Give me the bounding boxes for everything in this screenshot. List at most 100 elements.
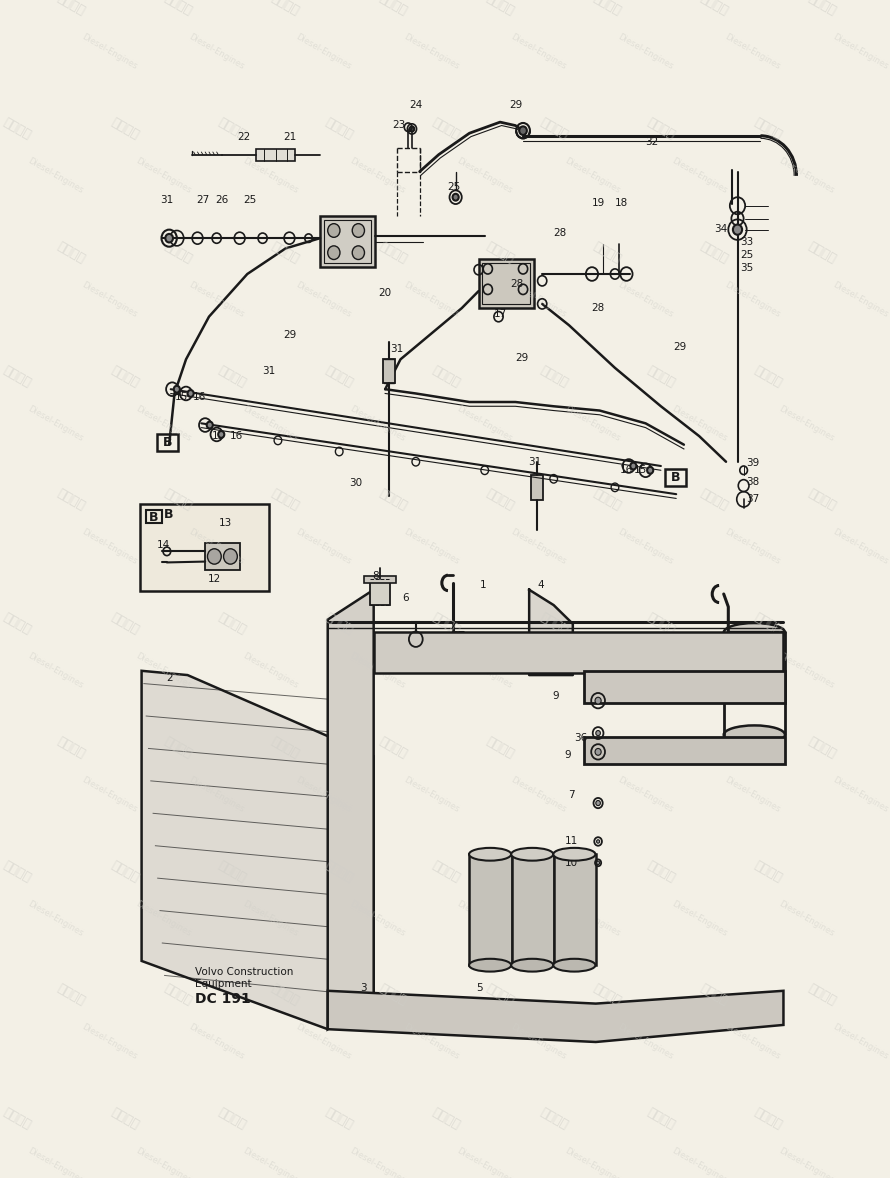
Text: 30: 30	[350, 478, 362, 488]
Text: Diesel-Engines: Diesel-Engines	[509, 775, 568, 814]
Text: 9: 9	[553, 691, 559, 701]
Bar	[585, 736, 785, 763]
Text: 柴发动力: 柴发动力	[162, 0, 195, 19]
Text: 4: 4	[538, 581, 544, 590]
Text: 柴发动力: 柴发动力	[323, 610, 355, 637]
Circle shape	[188, 390, 194, 397]
Circle shape	[630, 463, 636, 469]
Text: Diesel-Engines: Diesel-Engines	[348, 404, 407, 443]
Text: Diesel-Engines: Diesel-Engines	[724, 280, 782, 319]
Text: 29: 29	[283, 331, 296, 340]
Text: 柴发动力: 柴发动力	[270, 487, 302, 514]
Text: 柴发动力: 柴发动力	[323, 1106, 355, 1132]
Text: 柴发动力: 柴发动力	[484, 982, 516, 1008]
Text: 柴发动力: 柴发动力	[484, 734, 516, 761]
Polygon shape	[328, 590, 374, 1030]
Text: 31: 31	[528, 457, 541, 466]
Text: Diesel-Engines: Diesel-Engines	[777, 157, 836, 196]
Text: Diesel-Engines: Diesel-Engines	[724, 33, 782, 72]
Text: Diesel-Engines: Diesel-Engines	[80, 775, 139, 814]
Text: Diesel-Engines: Diesel-Engines	[348, 651, 407, 690]
Text: 15: 15	[634, 465, 647, 475]
Text: 柴发动力: 柴发动力	[215, 363, 248, 390]
Text: 3: 3	[360, 984, 367, 993]
Text: 柴发动力: 柴发动力	[538, 859, 570, 885]
Text: Diesel-Engines: Diesel-Engines	[134, 1146, 192, 1178]
Text: Diesel-Engines: Diesel-Engines	[616, 33, 675, 72]
Text: Diesel-Engines: Diesel-Engines	[777, 651, 836, 690]
Ellipse shape	[554, 848, 595, 861]
Bar	[383, 359, 395, 383]
Circle shape	[218, 431, 224, 438]
Text: Diesel-Engines: Diesel-Engines	[616, 280, 675, 319]
Text: 柴发动力: 柴发动力	[805, 982, 838, 1008]
Text: 柴发动力: 柴发动力	[752, 115, 784, 143]
Text: 柴发动力: 柴发动力	[55, 982, 87, 1008]
Text: Diesel-Engines: Diesel-Engines	[134, 404, 192, 443]
Bar	[585, 670, 785, 703]
Text: 26: 26	[215, 194, 229, 205]
Text: Diesel-Engines: Diesel-Engines	[830, 775, 889, 814]
Text: 柴发动力: 柴发动力	[162, 734, 195, 761]
Text: 柴发动力: 柴发动力	[215, 859, 248, 885]
Text: Diesel-Engines: Diesel-Engines	[241, 899, 300, 938]
Text: 柴发动力: 柴发动力	[591, 982, 624, 1008]
Text: 柴发动力: 柴发动力	[430, 115, 463, 143]
Text: 柴发动力: 柴发动力	[752, 610, 784, 637]
Text: Diesel-Engines: Diesel-Engines	[27, 651, 85, 690]
Text: 柴发动力: 柴发动力	[109, 115, 141, 143]
Circle shape	[647, 466, 653, 474]
Text: 31: 31	[263, 366, 275, 376]
Text: 16: 16	[619, 465, 633, 475]
Text: Diesel-Engines: Diesel-Engines	[616, 528, 675, 567]
Text: 柴发动力: 柴发动力	[805, 239, 838, 266]
Text: Diesel-Engines: Diesel-Engines	[724, 1023, 782, 1061]
Text: Diesel-Engines: Diesel-Engines	[724, 775, 782, 814]
Text: Diesel-Engines: Diesel-Engines	[562, 157, 621, 196]
Text: 柴发动力: 柴发动力	[1, 1106, 34, 1132]
Bar	[374, 633, 783, 674]
Circle shape	[166, 234, 173, 243]
Text: Diesel-Engines: Diesel-Engines	[295, 775, 353, 814]
Text: 24: 24	[409, 100, 423, 110]
Text: 柴发动力: 柴发动力	[699, 734, 731, 761]
Text: 柴发动力: 柴发动力	[644, 363, 677, 390]
Text: Diesel-Engines: Diesel-Engines	[509, 1023, 568, 1061]
Text: 34: 34	[714, 224, 727, 233]
Text: 柴发动力: 柴发动力	[109, 610, 141, 637]
Text: 柴发动力: 柴发动力	[162, 239, 195, 266]
Text: 柴发动力: 柴发动力	[376, 734, 409, 761]
Text: Diesel-Engines: Diesel-Engines	[456, 404, 514, 443]
Text: 28: 28	[510, 279, 523, 290]
Text: Diesel-Engines: Diesel-Engines	[348, 157, 407, 196]
Circle shape	[732, 225, 742, 234]
Bar	[665, 469, 686, 485]
Text: 柴发动力: 柴发动力	[484, 487, 516, 514]
Text: 柴发动力: 柴发动力	[699, 982, 731, 1008]
Text: 柴发动力: 柴发动力	[55, 0, 87, 19]
Text: 柴发动力: 柴发动力	[270, 982, 302, 1008]
Text: 19: 19	[592, 198, 604, 209]
Text: Diesel-Engines: Diesel-Engines	[456, 651, 514, 690]
Text: Diesel-Engines: Diesel-Engines	[134, 157, 192, 196]
Text: Diesel-Engines: Diesel-Engines	[670, 651, 729, 690]
Ellipse shape	[469, 959, 511, 972]
Text: Diesel-Engines: Diesel-Engines	[616, 775, 675, 814]
Text: 20: 20	[378, 287, 392, 298]
Text: Diesel-Engines: Diesel-Engines	[187, 280, 246, 319]
Text: DC 191: DC 191	[195, 992, 251, 1006]
Bar	[554, 854, 595, 965]
Text: 31: 31	[160, 194, 174, 205]
Bar	[157, 435, 178, 451]
Text: Diesel-Engines: Diesel-Engines	[401, 528, 460, 567]
Text: Diesel-Engines: Diesel-Engines	[777, 404, 836, 443]
Text: 11: 11	[564, 836, 578, 847]
Text: Diesel-Engines: Diesel-Engines	[562, 1146, 621, 1178]
Text: 柴发动力: 柴发动力	[591, 239, 624, 266]
Text: Diesel-Engines: Diesel-Engines	[348, 899, 407, 938]
Text: 1: 1	[480, 581, 487, 590]
Text: Diesel-Engines: Diesel-Engines	[241, 157, 300, 196]
Bar	[512, 854, 554, 965]
Text: 柴发动力: 柴发动力	[752, 1106, 784, 1132]
Text: Diesel-Engines: Diesel-Engines	[562, 651, 621, 690]
